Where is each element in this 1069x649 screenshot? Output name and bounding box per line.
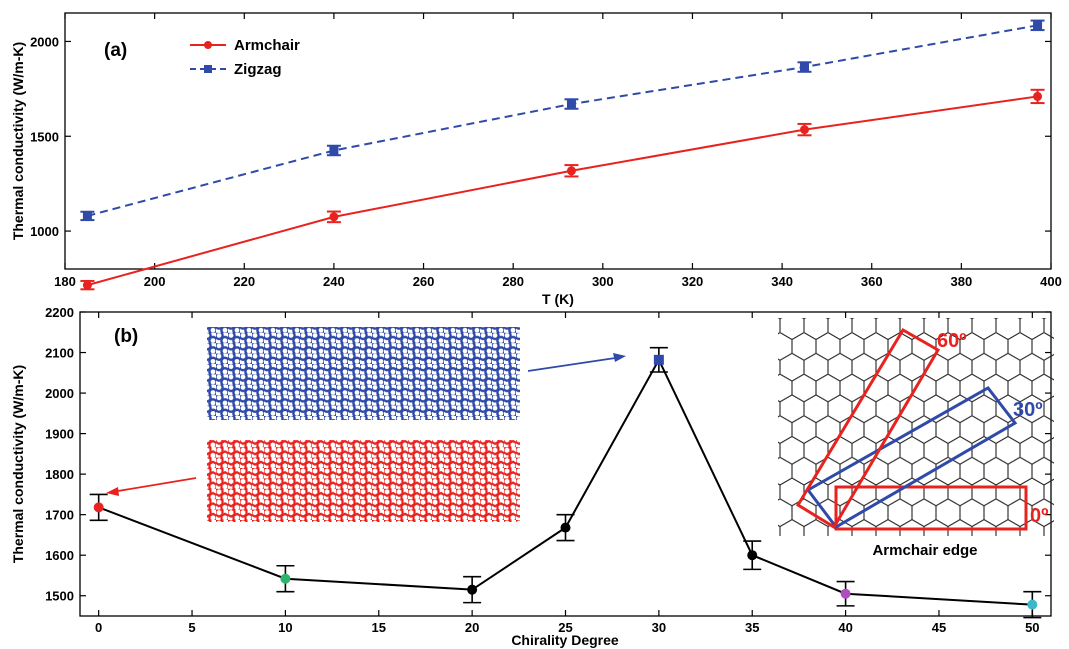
panel-b-ytick-label: 2100 — [45, 346, 74, 361]
panel-b-line — [98, 357, 1033, 606]
legend-armchair-marker — [204, 41, 212, 49]
angle-label-0: 0º — [1030, 505, 1048, 527]
panel-b-xtick-label: 25 — [558, 620, 572, 635]
panel-b-series — [89, 346, 1042, 619]
panel-a-xtick-label: 260 — [413, 274, 435, 289]
panel-b-point — [653, 354, 664, 365]
inset-arrows — [106, 353, 626, 496]
panel-a-point-armchair — [1033, 91, 1043, 101]
rect-60-deg — [795, 327, 941, 530]
panel-a-ylabel: Thermal conductivity (W/m-K) — [10, 42, 26, 240]
panel-a-ytick-label: 1500 — [30, 129, 59, 144]
panel-a-xtick-label: 360 — [861, 274, 883, 289]
panel-b-ylabel: Thermal conductivity (W/m-K) — [10, 365, 26, 563]
panel-b-point — [93, 502, 104, 513]
arrow-head-zigzag — [613, 353, 626, 362]
panel-a-xtick-label: 300 — [592, 274, 614, 289]
panel-a-point-zigzag — [800, 62, 809, 72]
panel-a: 180 200 220 240 260 280 300 320 340 360 380 400 1000… — [10, 12, 1062, 307]
panel-b-point — [560, 522, 571, 533]
panel-b-xtick-label: 45 — [932, 620, 946, 635]
edge-caption-bg — [860, 538, 990, 560]
legend-zigzag-label: Zigzag — [234, 61, 282, 78]
rect-0-deg — [834, 485, 1028, 531]
panel-b-ytick-label: 1600 — [45, 548, 74, 563]
panel-b-xtick-label: 5 — [188, 620, 195, 635]
panel-b: 0 5 10 15 20 25 30 35 40 45 50 1500 1600 1700 1800 1900… — [10, 305, 1054, 648]
chirality-inset: 60º 30º 0º Armchair edge — [778, 318, 1054, 560]
panel-a-xtick-label: 240 — [323, 274, 345, 289]
panel-b-ytick-label: 1900 — [45, 427, 74, 442]
panel-b-ytick-label: 1800 — [45, 467, 74, 482]
panel-a-point-armchair — [566, 166, 576, 176]
panel-b-ytick-label: 2200 — [45, 305, 74, 320]
panel-b-xtick-label: 20 — [465, 620, 479, 635]
angle-label-30: 30º — [1013, 399, 1043, 421]
panel-a-xtick-label: 400 — [1040, 274, 1062, 289]
panel-a-label: (a) — [104, 40, 127, 61]
panel-b-point — [747, 550, 758, 561]
panel-b-ytick-label: 2000 — [45, 386, 74, 401]
legend-armchair-label: Armchair — [234, 37, 300, 54]
panel-b-ytick-label: 1700 — [45, 508, 74, 523]
panel-a-ytick-label: 2000 — [30, 34, 59, 49]
panel-a-series — [80, 19, 1045, 291]
legend-zigzag-marker — [204, 65, 212, 73]
panel-b-point — [840, 588, 851, 599]
panel-a-point-armchair — [800, 125, 809, 135]
panel-a-xtick-label: 220 — [233, 274, 255, 289]
panel-a-point-zigzag — [329, 145, 339, 155]
panel-a-xtick-label: 280 — [502, 274, 524, 289]
panel-b-ytick-label: 1500 — [45, 589, 74, 604]
panel-b-xtick-label: 30 — [652, 620, 666, 635]
panel-b-point — [280, 573, 291, 584]
panel-b-xtick-label: 50 — [1025, 620, 1039, 635]
panel-b-xtick-label: 15 — [372, 620, 386, 635]
panel-b-point — [1027, 599, 1038, 610]
panel-a-xtick-label: 320 — [682, 274, 704, 289]
panel-b-xtick-label: 0 — [95, 620, 102, 635]
zigzag-lattice-inset — [207, 327, 520, 420]
panel-b-xtick-label: 35 — [745, 620, 759, 635]
arrow-to-zigzag-point — [527, 356, 623, 372]
panel-a-line-armchair — [87, 95, 1038, 287]
panel-b-xtick-label: 10 — [278, 620, 292, 635]
panel-b-label: (b) — [114, 326, 138, 347]
panel-a-point-armchair — [329, 212, 339, 222]
panel-a-point-armchair — [82, 280, 92, 290]
arrow-head-armchair — [106, 487, 119, 496]
panel-a-ytick-label: 1000 — [30, 224, 59, 239]
panel-b-point — [467, 584, 478, 595]
rect-30-deg — [805, 386, 1018, 529]
panel-a-point-zigzag — [566, 99, 576, 109]
armchair-edge-caption: Armchair edge — [872, 542, 977, 559]
panel-a-point-zigzag — [82, 211, 92, 221]
panel-a-xtick-label: 340 — [771, 274, 793, 289]
arrow-to-armchair-point — [111, 477, 197, 493]
armchair-lattice-inset — [207, 440, 520, 522]
angle-label-60: 60º — [937, 330, 967, 352]
panel-a-point-zigzag — [1033, 20, 1043, 30]
panel-a-legend: Armchair Zigzag — [190, 37, 300, 78]
panel-a-ticks: 180 200 220 240 260 280 300 320 340 360 380 400 1000… — [30, 13, 1062, 289]
panel-a-xtick-label: 180 — [54, 274, 76, 289]
panel-a-xtick-label: 200 — [144, 274, 166, 289]
panel-a-line-zigzag — [87, 24, 1038, 217]
panel-a-xtick-label: 380 — [951, 274, 973, 289]
panel-a-frame — [64, 12, 1052, 270]
panel-b-xlabel: Chirality Degree — [511, 632, 619, 648]
panel-b-xtick-label: 40 — [838, 620, 852, 635]
panel-a-xlabel: T (K) — [542, 291, 574, 307]
